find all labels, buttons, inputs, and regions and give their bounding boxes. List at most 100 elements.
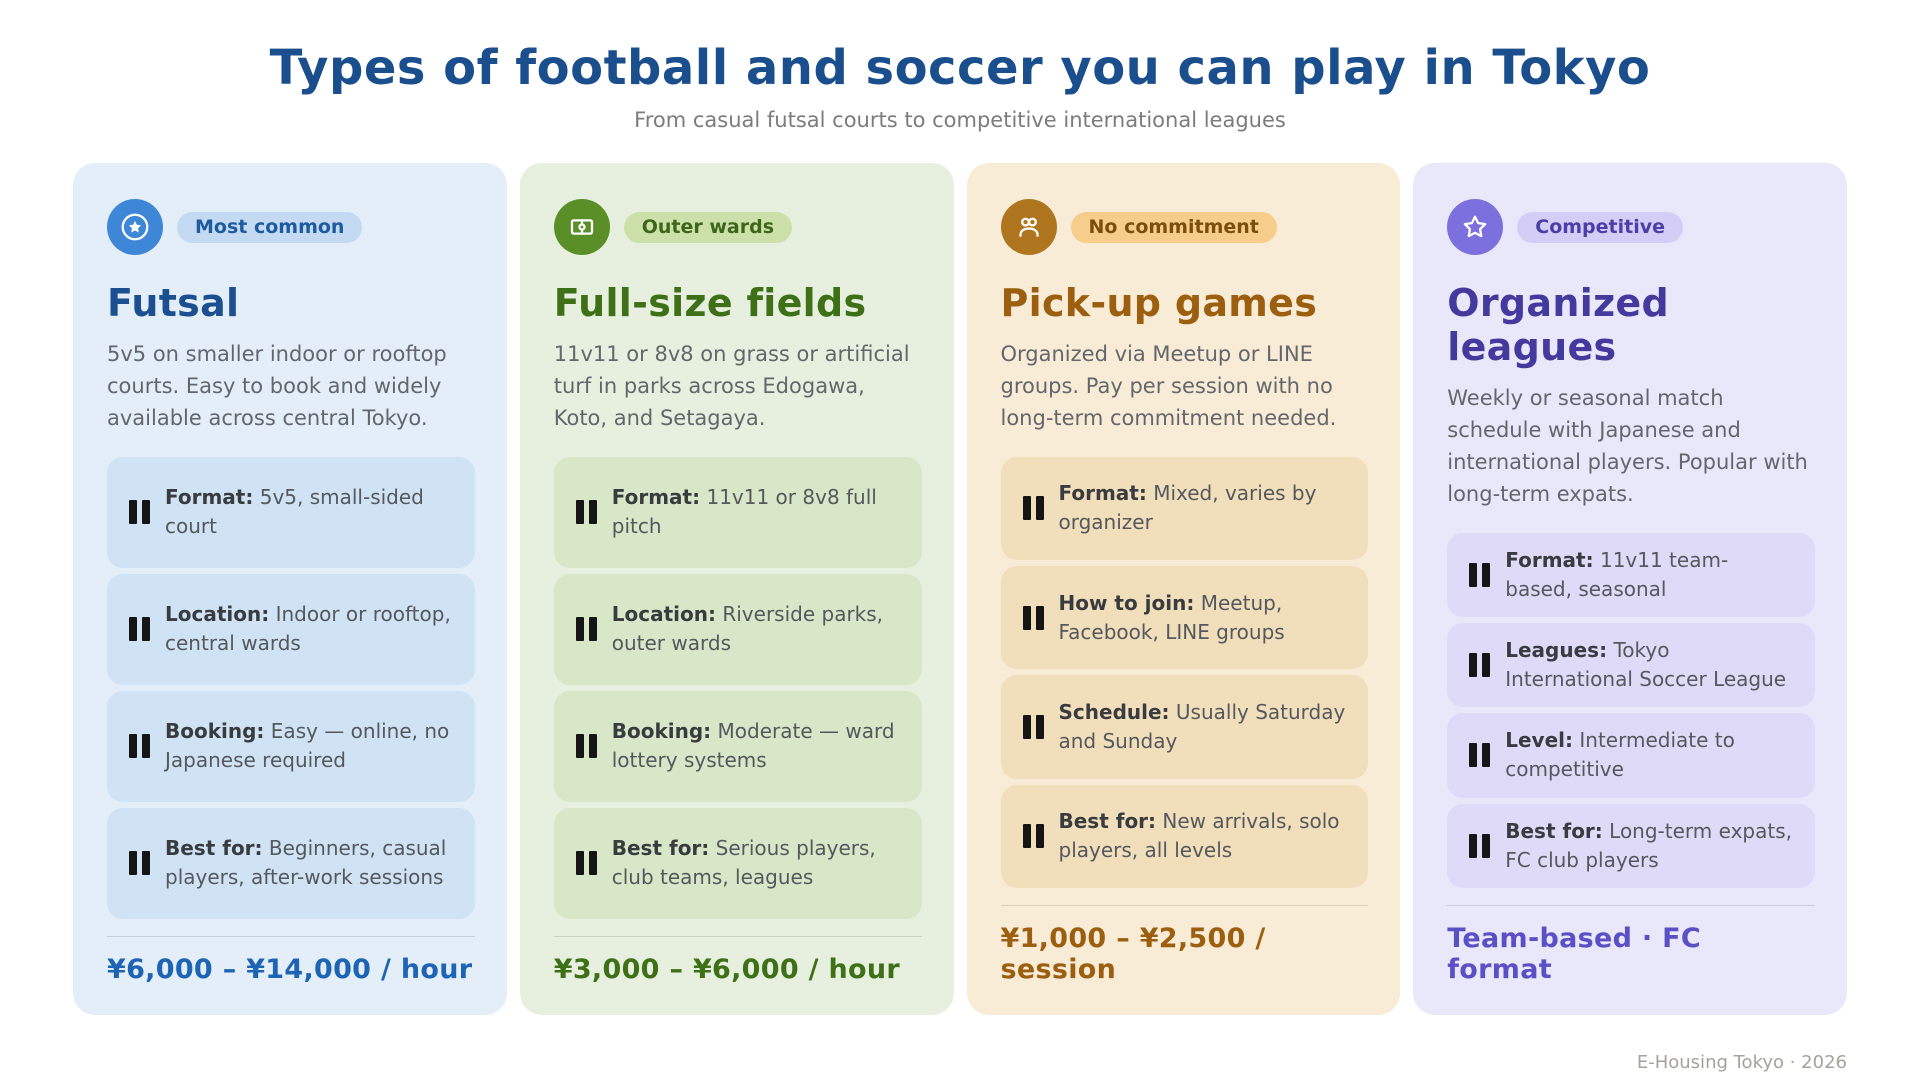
- double-bar-bullet-icon: [129, 851, 150, 876]
- detail-value: Serious players, club teams, leagues: [611, 836, 876, 890]
- status-badge: Outer wards: [623, 211, 793, 243]
- card-title: Organized leagues: [1447, 281, 1670, 369]
- detail-row: Level: Intermediate to competitive: [1447, 713, 1815, 798]
- detail-label: Location:: [165, 602, 270, 627]
- detail-list: Format: 11v11 team-based, seasonal Leagu…: [1447, 532, 1815, 888]
- page-subtitle: From casual futsal courts to competitive…: [634, 108, 1286, 132]
- detail-value: 11v11 or 8v8 full pitch: [611, 485, 877, 539]
- detail-text: Format: 11v11 team-based, seasonal: [1505, 546, 1793, 604]
- card-header: No commitment: [1000, 199, 1369, 255]
- card-header: Most common: [107, 199, 475, 255]
- detail-label: Location:: [611, 602, 716, 627]
- card-description: 5v5 on smaller indoor or rooftop courts.…: [107, 342, 447, 430]
- double-bar-bullet-icon: [1022, 715, 1044, 740]
- detail-text: Best for: Long-term expats, FC club play…: [1505, 817, 1793, 875]
- double-bar-bullet-icon: [129, 734, 150, 759]
- detail-label: Best for:: [611, 836, 710, 861]
- card-title: Full-size fields: [553, 281, 867, 325]
- detail-label: Level:: [1505, 728, 1574, 753]
- detail-label: Format:: [165, 485, 254, 510]
- detail-label: Best for:: [165, 836, 263, 861]
- detail-row: Format: 5v5, small-sided court: [107, 456, 475, 568]
- detail-list: Format: Mixed, varies by organizer How t…: [1000, 456, 1369, 889]
- detail-value: Indoor or rooftop, central wards: [165, 602, 451, 656]
- card-title: Pick-up games: [1000, 281, 1318, 325]
- detail-value: Meetup, Facebook, LINE groups: [1058, 590, 1285, 644]
- detail-row: Location: Indoor or rooftop, central war…: [107, 573, 475, 685]
- detail-text: Best for: Beginners, casual players, aft…: [165, 834, 453, 892]
- detail-text: Booking: Easy — online, no Japanese requ…: [165, 717, 453, 775]
- card-description: 11v11 or 8v8 on grass or artificial turf…: [553, 342, 910, 430]
- detail-value: Easy — online, no Japanese required: [165, 719, 450, 773]
- status-badge: Most common: [177, 211, 363, 243]
- page-title: Types of football and soccer you can pla…: [269, 40, 1651, 96]
- detail-value: New arrivals, solo players, all levels: [1058, 809, 1340, 863]
- detail-value: 11v11 team-based, seasonal: [1505, 547, 1729, 601]
- double-bar-bullet-icon: [1022, 605, 1044, 630]
- price-text: Team-based · FC format: [1447, 923, 1702, 985]
- card-header: Competitive: [1447, 199, 1815, 255]
- star-outline-icon: [1447, 199, 1504, 255]
- price-text: ¥3,000 – ¥6,000 / hour: [553, 954, 900, 985]
- detail-row: Format: 11v11 team-based, seasonal: [1447, 532, 1815, 617]
- footer-credit: E-Housing Tokyo · 2026: [1636, 1052, 1847, 1073]
- detail-text: Format: 5v5, small-sided court: [165, 483, 453, 541]
- detail-value: Tokyo International Soccer League: [1505, 638, 1787, 692]
- cards-row: Most common Futsal 5v5 on smaller indoor…: [73, 163, 1847, 1015]
- detail-label: Format:: [611, 485, 701, 510]
- divider: [553, 936, 922, 937]
- detail-list: Format: 11v11 or 8v8 full pitch Location…: [553, 456, 922, 920]
- detail-row: Best for: Beginners, casual players, aft…: [107, 807, 475, 920]
- double-bar-bullet-icon: [1022, 824, 1044, 849]
- detail-text: Best for: New arrivals, solo players, al…: [1059, 807, 1347, 865]
- detail-value: Long-term expats, FC club players: [1505, 818, 1792, 872]
- detail-row: Format: Mixed, varies by organizer: [1000, 456, 1369, 561]
- detail-text: How to join: Meetup, Facebook, LINE grou…: [1059, 589, 1347, 647]
- detail-value: Riverside parks, outer wards: [611, 602, 884, 656]
- double-bar-bullet-icon: [129, 617, 150, 642]
- detail-label: Schedule:: [1058, 700, 1170, 725]
- detail-value: Usually Saturday and Sunday: [1058, 700, 1346, 754]
- card-futsal: Most common Futsal 5v5 on smaller indoor…: [73, 163, 507, 1015]
- detail-label: Best for:: [1505, 818, 1603, 843]
- status-badge: No commitment: [1070, 211, 1277, 243]
- detail-label: Booking:: [165, 719, 265, 744]
- detail-text: Format: 11v11 or 8v8 full pitch: [612, 483, 900, 541]
- detail-row: Booking: Moderate — ward lottery systems: [553, 690, 922, 802]
- detail-text: Booking: Moderate — ward lottery systems: [612, 717, 900, 775]
- card-title: Futsal: [107, 281, 240, 325]
- detail-list: Format: 5v5, small-sided court Location:…: [107, 456, 475, 920]
- soccer-pitch-icon: [553, 199, 610, 255]
- star-in-circle-icon: [107, 199, 163, 255]
- divider: [1447, 905, 1815, 906]
- detail-text: Format: Mixed, varies by organizer: [1059, 479, 1347, 537]
- detail-text: Schedule: Usually Saturday and Sunday: [1059, 698, 1347, 756]
- detail-label: Format:: [1058, 481, 1147, 506]
- detail-label: Leagues:: [1505, 638, 1608, 663]
- detail-row: Best for: Long-term expats, FC club play…: [1447, 803, 1815, 888]
- detail-label: Best for:: [1058, 809, 1157, 834]
- detail-label: How to join:: [1058, 590, 1195, 615]
- card-full-size-fields: Outer wards Full-size fields 11v11 or 8v…: [519, 163, 954, 1015]
- detail-value: Beginners, casual players, after-work se…: [165, 836, 447, 890]
- card-organized-leagues: Competitive Organized leagues Weekly or …: [1413, 163, 1847, 1015]
- detail-row: Booking: Easy — online, no Japanese requ…: [107, 690, 475, 802]
- detail-value: Mixed, varies by organizer: [1058, 481, 1317, 535]
- double-bar-bullet-icon: [575, 851, 597, 876]
- divider: [1000, 905, 1369, 906]
- detail-value: 5v5, small-sided court: [165, 485, 424, 539]
- detail-label: Booking:: [611, 719, 712, 744]
- double-bar-bullet-icon: [575, 617, 597, 642]
- double-bar-bullet-icon: [1469, 833, 1491, 858]
- double-bar-bullet-icon: [575, 500, 597, 525]
- status-badge: Competitive: [1517, 211, 1683, 243]
- detail-text: Location: Indoor or rooftop, central war…: [165, 600, 453, 658]
- detail-row: Leagues: Tokyo International Soccer Leag…: [1447, 622, 1815, 708]
- double-bar-bullet-icon: [129, 500, 150, 525]
- double-bar-bullet-icon: [1022, 496, 1044, 521]
- double-bar-bullet-icon: [575, 734, 597, 759]
- detail-text: Level: Intermediate to competitive: [1505, 726, 1793, 784]
- detail-row: Location: Riverside parks, outer wards: [553, 573, 922, 685]
- detail-row: How to join: Meetup, Facebook, LINE grou…: [1000, 566, 1369, 670]
- detail-text: Location: Riverside parks, outer wards: [612, 600, 900, 658]
